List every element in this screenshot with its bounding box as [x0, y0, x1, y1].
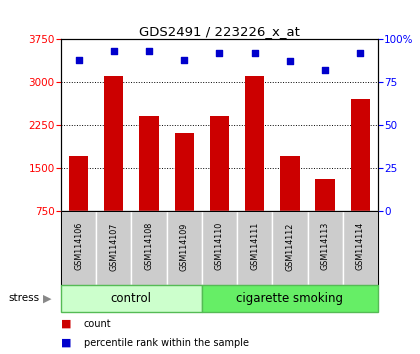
- Bar: [351, 99, 370, 211]
- Text: ■: ■: [61, 319, 71, 329]
- Bar: [280, 156, 299, 211]
- Text: control: control: [111, 292, 152, 305]
- Text: GSM114109: GSM114109: [180, 222, 189, 270]
- Bar: [69, 156, 88, 211]
- Bar: [167, 211, 202, 285]
- Bar: [61, 211, 96, 285]
- Text: GSM114107: GSM114107: [109, 222, 118, 270]
- Bar: [175, 133, 194, 211]
- Point: [110, 48, 117, 54]
- Point: [357, 50, 364, 56]
- Bar: [245, 76, 264, 211]
- Bar: [272, 211, 307, 285]
- Bar: [343, 211, 378, 285]
- Text: GSM114113: GSM114113: [320, 222, 330, 270]
- Text: GSM114108: GSM114108: [144, 222, 153, 270]
- Point: [216, 50, 223, 56]
- Text: cigarette smoking: cigarette smoking: [236, 292, 344, 305]
- Text: stress: stress: [8, 293, 39, 303]
- Point: [181, 57, 188, 62]
- Point: [146, 48, 152, 54]
- Text: GSM114112: GSM114112: [286, 222, 294, 270]
- Text: GSM114106: GSM114106: [74, 222, 83, 270]
- Text: percentile rank within the sample: percentile rank within the sample: [84, 338, 249, 348]
- Bar: [210, 116, 229, 211]
- Point: [322, 67, 328, 73]
- Bar: [202, 211, 237, 285]
- Text: GSM114110: GSM114110: [215, 222, 224, 270]
- Text: GSM114111: GSM114111: [250, 222, 259, 270]
- Point: [251, 50, 258, 56]
- Bar: [131, 211, 167, 285]
- Point: [286, 58, 293, 64]
- Bar: [96, 211, 131, 285]
- Text: count: count: [84, 319, 112, 329]
- Bar: [139, 116, 159, 211]
- Text: ▶: ▶: [43, 293, 52, 303]
- Text: ■: ■: [61, 338, 71, 348]
- Bar: [104, 76, 123, 211]
- Bar: [307, 211, 343, 285]
- Bar: [202, 285, 378, 312]
- Point: [75, 57, 82, 62]
- Text: GSM114114: GSM114114: [356, 222, 365, 270]
- Title: GDS2491 / 223226_x_at: GDS2491 / 223226_x_at: [139, 25, 300, 38]
- Bar: [237, 211, 272, 285]
- Bar: [61, 285, 202, 312]
- Bar: [315, 179, 335, 211]
